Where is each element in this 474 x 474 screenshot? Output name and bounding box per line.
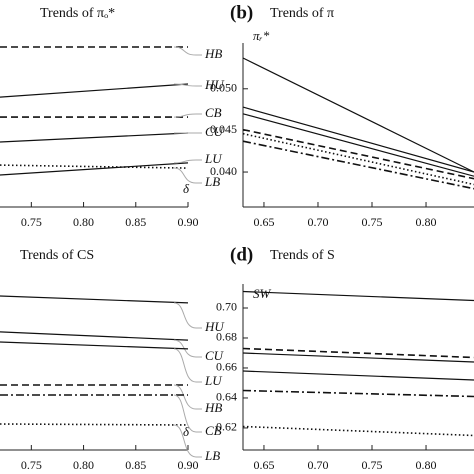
series-line: [242, 106, 474, 173]
series-line: [0, 341, 189, 350]
x-tick-label: 0.70: [307, 215, 328, 229]
series-line: [0, 331, 189, 341]
y-axis-label: SW: [253, 286, 272, 301]
x-tick-label: 0.85: [125, 458, 146, 472]
label-leader: [173, 339, 202, 358]
label-leader: [173, 384, 202, 410]
label-leader: [173, 167, 202, 184]
series-line: [0, 295, 189, 304]
series-label: LB: [204, 448, 220, 463]
chart-title: Trends of π: [270, 6, 334, 21]
label-leader: [173, 424, 202, 458]
x-tick-label: 0.85: [125, 215, 146, 229]
series-label: HU: [204, 77, 225, 92]
y-tick-label: 0.64: [216, 390, 237, 404]
series-line: [242, 425, 474, 437]
y-tick-label: 0.62: [216, 420, 237, 434]
series-line: [0, 162, 189, 176]
x-tick-label: 0.80: [73, 458, 94, 472]
x-tick-label: 0.80: [73, 215, 94, 229]
x-tick-label: 0.75: [21, 458, 42, 472]
x-tick-label: 0.90: [178, 215, 199, 229]
label-leader: [173, 113, 202, 118]
series-line: [0, 83, 189, 98]
x-tick-label: 0.80: [416, 215, 437, 229]
series-line: [242, 347, 474, 359]
series-label: CU: [205, 348, 225, 363]
y-tick-label: 0.68: [216, 330, 237, 344]
x-axis-label: δ: [183, 181, 190, 196]
label-leader: [173, 83, 202, 87]
series-line: [0, 132, 189, 143]
series-label: CB: [205, 423, 222, 438]
series-label: LU: [204, 151, 223, 166]
series-line: [242, 132, 474, 186]
y-tick-label: 0.66: [216, 360, 237, 374]
series-label: CB: [205, 105, 222, 120]
label-leader: [173, 302, 202, 329]
panel-label: (b): [230, 2, 253, 23]
series-line: [242, 113, 474, 177]
series-line: [242, 370, 474, 381]
label-leader: [173, 348, 202, 383]
x-tick-label: 0.65: [253, 215, 274, 229]
series-line: [242, 290, 474, 302]
series-label: CU: [205, 124, 225, 139]
series-label: LB: [204, 174, 220, 189]
x-tick-label: 0.65: [253, 458, 274, 472]
chart-title: Trends of πₒ*: [40, 6, 115, 21]
series-label: HB: [204, 400, 222, 415]
chart-title: Trends of CS: [20, 248, 94, 263]
x-axis-label: δ: [183, 424, 190, 439]
x-tick-label: 0.75: [362, 458, 383, 472]
series-label: HU: [204, 319, 225, 334]
label-leader: [173, 159, 202, 164]
x-tick-label: 0.75: [21, 215, 42, 229]
series-line: [242, 128, 474, 180]
x-tick-label: 0.75: [362, 215, 383, 229]
y-tick-label: 0.70: [216, 300, 237, 314]
series-label: HB: [204, 46, 222, 61]
y-tick-label: 0.050: [210, 81, 237, 95]
y-tick-label: 0.045: [210, 122, 237, 136]
series-line: [242, 352, 474, 363]
series-line: [242, 140, 474, 190]
chart-title: Trends of S: [270, 248, 335, 263]
label-leader: [173, 394, 202, 433]
label-leader: [173, 46, 202, 56]
x-tick-label: 0.80: [416, 458, 437, 472]
x-tick-label: 0.70: [307, 458, 328, 472]
series-line: [242, 389, 474, 398]
series-line: [0, 164, 189, 169]
x-tick-label: 0.90: [178, 458, 199, 472]
series-line: [242, 57, 474, 173]
y-axis-label: πᵣ*: [253, 28, 270, 43]
panel-label: (d): [230, 244, 253, 265]
y-tick-label: 0.040: [210, 164, 237, 178]
series-line: [0, 423, 189, 426]
series-label: LU: [204, 373, 223, 388]
